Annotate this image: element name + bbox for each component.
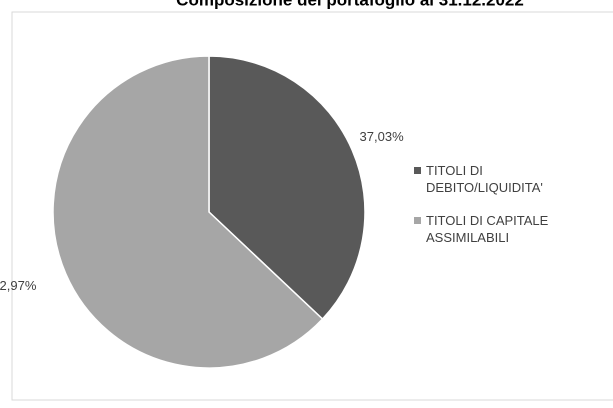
chart-frame [11, 11, 613, 401]
pie-slice [52, 55, 324, 369]
legend-label: TITOLI DI DEBITO/LIQUIDITA' [426, 163, 543, 195]
data-label: 37,03% [360, 129, 405, 144]
legend-swatch [414, 167, 421, 174]
legend-item: TITOLI DI DEBITO/LIQUIDITA' [414, 162, 604, 196]
legend: TITOLI DI DEBITO/LIQUIDITA' TITOLI DI CAP… [414, 162, 604, 262]
data-label: 62,97% [0, 278, 37, 293]
legend-label: TITOLI DI CAPITALE ASSIMILABILI [426, 213, 549, 245]
chart-title: Composizione del portafoglio al 31.12.20… [176, 0, 524, 9]
legend-swatch [414, 217, 421, 224]
pie-slice [208, 55, 366, 321]
legend-item: TITOLI DI CAPITALE ASSIMILABILI [414, 212, 604, 246]
